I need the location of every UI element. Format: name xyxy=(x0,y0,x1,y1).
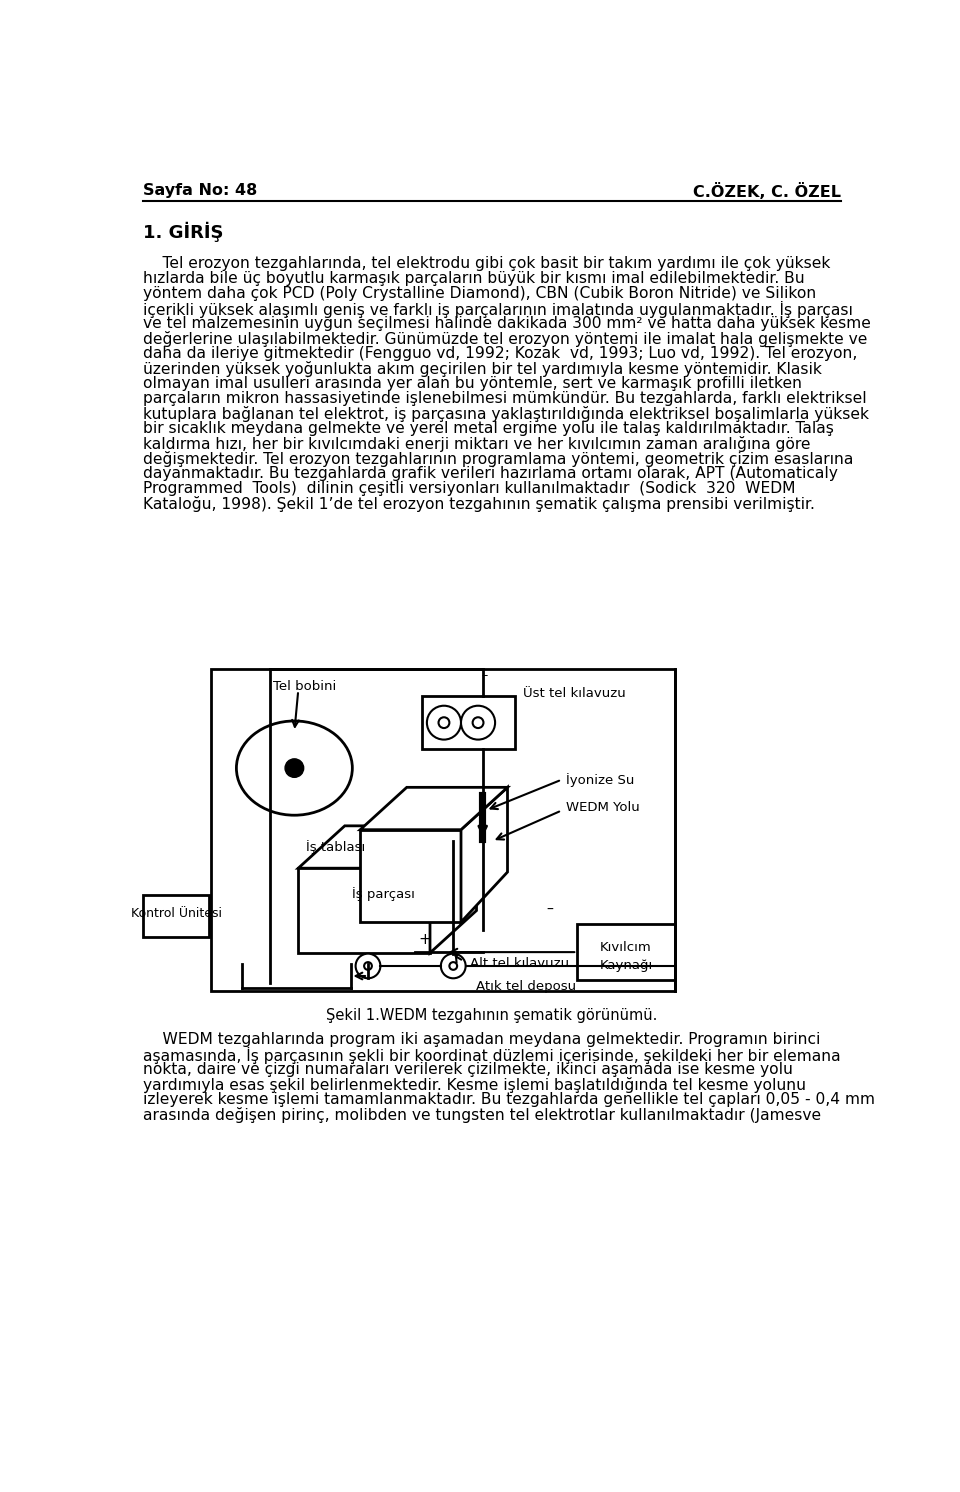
Polygon shape xyxy=(360,830,461,922)
Text: İş parçası: İş parçası xyxy=(352,888,416,901)
Polygon shape xyxy=(299,868,430,953)
Text: Atık tel deposu: Atık tel deposu xyxy=(476,980,577,992)
Text: kutuplara bağlanan tel elektrot, iş parçasına yaklaştırıldığında elektriksel boş: kutuplara bağlanan tel elektrot, iş parç… xyxy=(143,406,869,422)
Text: C.ÖZEK, C. ÖZEL: C.ÖZEK, C. ÖZEL xyxy=(693,184,841,200)
Bar xyxy=(422,697,516,749)
Circle shape xyxy=(285,759,303,777)
Text: ve tel malzemesinin uygun seçilmesi halinde dakikada 300 mm² ve hatta daha yükse: ve tel malzemesinin uygun seçilmesi hali… xyxy=(143,316,871,331)
Text: yöntem daha çok PCD (Poly Crystalline Diamond), CBN (Cubik Boron Nitride) ve Sil: yöntem daha çok PCD (Poly Crystalline Di… xyxy=(143,286,817,301)
Circle shape xyxy=(427,706,461,740)
Text: yardımıyla esas şekil belirlenmektedir. Kesme işlemi başlatıldığında tel kesme y: yardımıyla esas şekil belirlenmektedir. … xyxy=(143,1077,806,1094)
Text: dayanmaktadır. Bu tezgahlarda grafik verileri hazırlama ortamı olarak, APT (Auto: dayanmaktadır. Bu tezgahlarda grafik ver… xyxy=(143,466,838,482)
Bar xyxy=(211,668,675,991)
Text: Üst tel kılavuzu: Üst tel kılavuzu xyxy=(523,688,626,700)
Text: +: + xyxy=(419,932,431,947)
Text: hızlarda bile üç boyutlu karmaşık parçaların büyük bir kısmı imal edilebilmekted: hızlarda bile üç boyutlu karmaşık parçal… xyxy=(143,272,804,286)
Text: değişmektedir. Tel erozyon tezgahlarının programlama yöntemi, geometrik çizim es: değişmektedir. Tel erozyon tezgahlarının… xyxy=(143,451,853,467)
Text: kaldırma hızı, her bir kıvılcımdaki enerji miktarı ve her kıvılcımın zaman aralı: kaldırma hızı, her bir kıvılcımdaki ener… xyxy=(143,436,811,452)
Text: Kataloğu, 1998). Şekil 1’de tel erozyon tezgahının şematik çalışma prensibi veri: Kataloğu, 1998). Şekil 1’de tel erozyon … xyxy=(143,497,815,512)
Text: İyonize Su: İyonize Su xyxy=(565,773,634,788)
Text: Sayfa No: 48: Sayfa No: 48 xyxy=(143,184,257,198)
Text: Tel bobini: Tel bobini xyxy=(274,679,337,692)
Circle shape xyxy=(355,953,380,979)
Text: Şekil 1.WEDM tezgahının şematik görünümü.: Şekil 1.WEDM tezgahının şematik görünümü… xyxy=(326,1007,658,1022)
Polygon shape xyxy=(299,827,476,868)
Text: Alt tel kılavuzu: Alt tel kılavuzu xyxy=(469,956,568,970)
Text: parçaların mikron hassasiyetinde işlenebilmesi mümkündür. Bu tezgahlarda, farklı: parçaların mikron hassasiyetinde işleneb… xyxy=(143,391,867,406)
Text: Kıvılcım
Kaynağı: Kıvılcım Kaynağı xyxy=(599,941,653,973)
Text: Programmed  Tools)  dilinin çeşitli versiyonları kullanılmaktadır  (Sodick  320 : Programmed Tools) dilinin çeşitli versiy… xyxy=(143,482,796,497)
Polygon shape xyxy=(360,788,508,830)
Text: –: – xyxy=(481,670,488,682)
Text: 1. GİRİŞ: 1. GİRİŞ xyxy=(143,221,224,242)
Text: bir sıcaklık meydana gelmekte ve yerel metal ergime yolu ile talaş kaldırılmakta: bir sıcaklık meydana gelmekte ve yerel m… xyxy=(143,421,834,436)
Circle shape xyxy=(461,706,495,740)
Text: WEDM tezgahlarında program iki aşamadan meydana gelmektedir. Programın birinci: WEDM tezgahlarında program iki aşamadan … xyxy=(143,1032,821,1047)
Text: Kontrol Ünitesi: Kontrol Ünitesi xyxy=(131,907,222,919)
Text: daha da ileriye gitmektedir (Fengguo vd, 1992; Kozak  vd, 1993; Luo vd, 1992). T: daha da ileriye gitmektedir (Fengguo vd,… xyxy=(143,346,857,361)
Text: içerikli yüksek alaşımlı geniş ve farklı iş parçalarının imalatında uygulanmakta: içerikli yüksek alaşımlı geniş ve farklı… xyxy=(143,301,853,318)
Text: izleyerek kesme işlemi tamamlanmaktadır. Bu tezgahlarda genellikle tel çapları 0: izleyerek kesme işlemi tamamlanmaktadır.… xyxy=(143,1092,876,1107)
Text: –: – xyxy=(546,903,554,918)
Text: üzerinden yüksek yoğunlukta akım geçirilen bir tel yardımıyla kesme yöntemidir. : üzerinden yüksek yoğunlukta akım geçiril… xyxy=(143,361,822,377)
Circle shape xyxy=(441,953,466,979)
Text: değerlerine ulaşılabilmektedir. Günümüzde tel erozyon yöntemi ile imalat hala ge: değerlerine ulaşılabilmektedir. Günümüzd… xyxy=(143,331,868,348)
Text: İş tablası: İş tablası xyxy=(306,840,365,853)
Text: arasında değişen pirinç, molibden ve tungsten tel elektrotlar kullanılmaktadır (: arasında değişen pirinç, molibden ve tun… xyxy=(143,1107,822,1123)
Polygon shape xyxy=(430,827,476,953)
Text: WEDM Yolu: WEDM Yolu xyxy=(565,801,639,815)
Text: nokta, daire ve çizgi numaraları verilerek çizilmekte, ikinci aşamada ise kesme : nokta, daire ve çizgi numaraları veriler… xyxy=(143,1062,793,1077)
Bar xyxy=(577,925,675,980)
Text: aşamasında, İş parçasının şekli bir koordinat düzlemi içerisinde, şekildeki her : aşamasında, İş parçasının şekli bir koor… xyxy=(143,1047,841,1064)
Text: Tel erozyon tezgahlarında, tel elektrodu gibi çok basit bir takım yardımı ile ço: Tel erozyon tezgahlarında, tel elektrodu… xyxy=(143,257,830,272)
Polygon shape xyxy=(461,788,508,922)
Bar xyxy=(143,895,209,937)
Text: olmayan imal usulleri arasında yer alan bu yöntemle, sert ve karmaşık profilli i: olmayan imal usulleri arasında yer alan … xyxy=(143,376,803,391)
